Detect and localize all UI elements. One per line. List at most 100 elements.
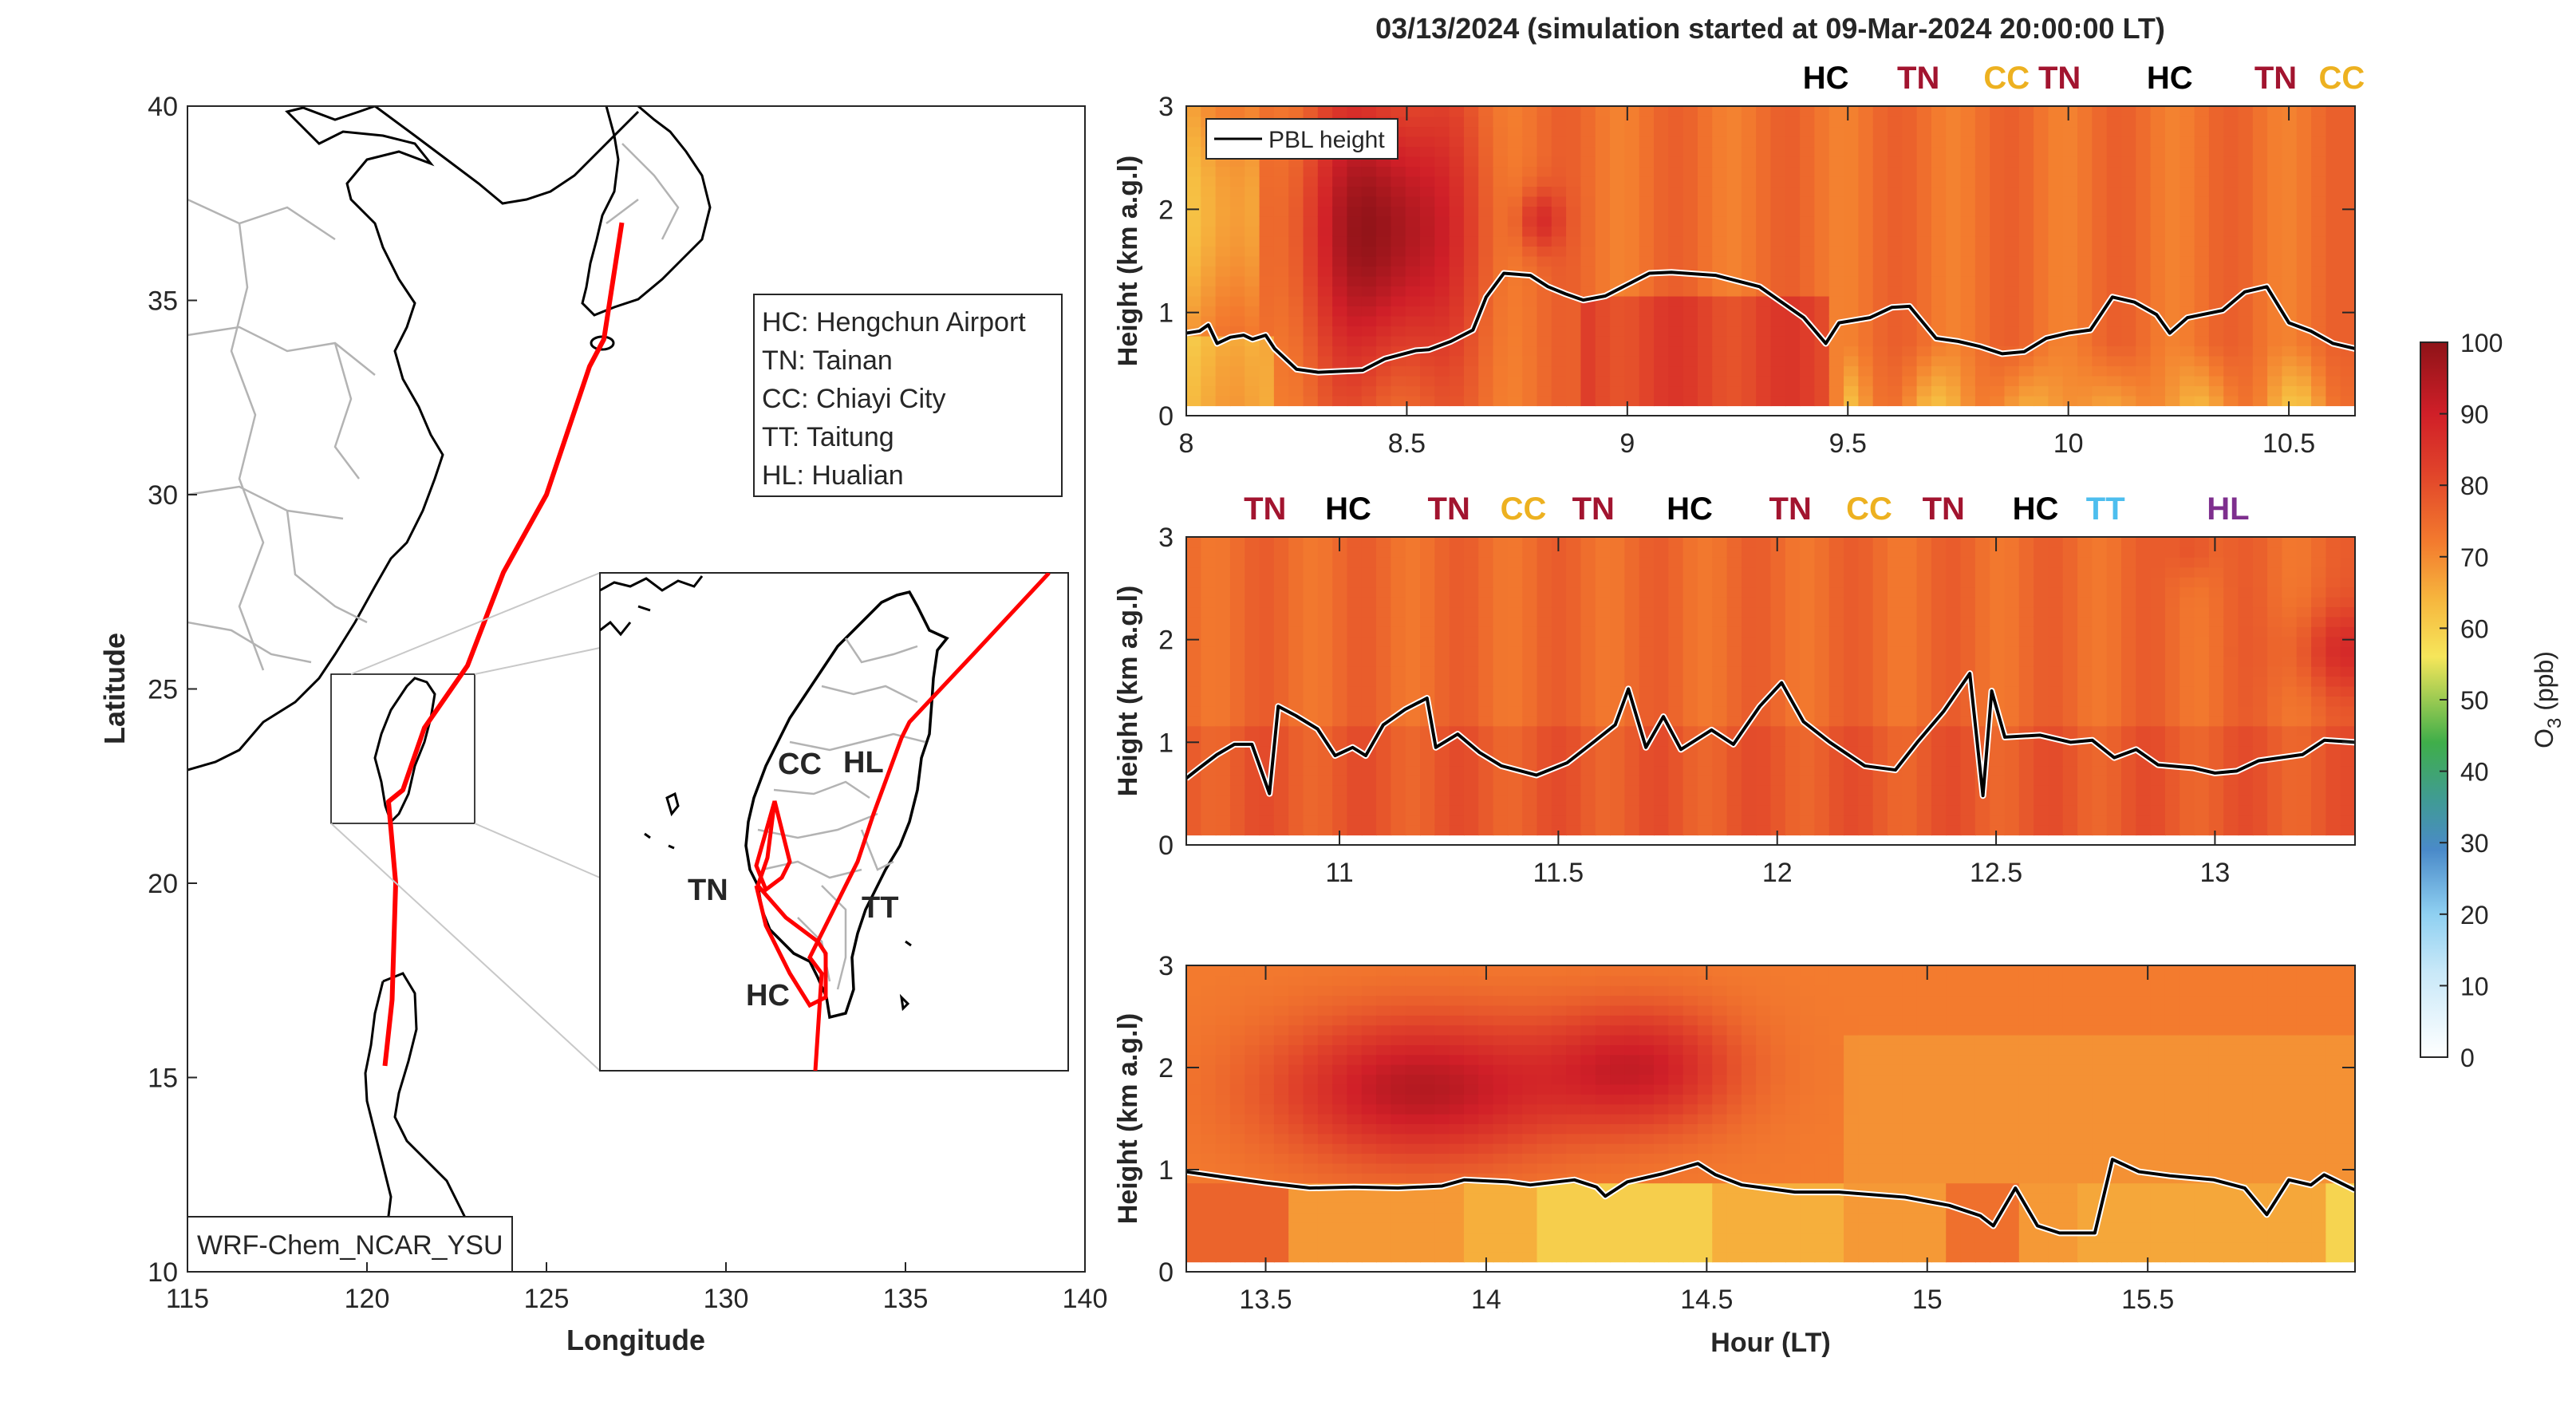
ozone-cell: [1697, 306, 1714, 317]
x-tick-label: 10.5: [2262, 428, 2315, 459]
ozone-cell: [2238, 395, 2254, 407]
ozone-cell: [1507, 775, 1524, 786]
ozone-cell: [1434, 206, 1450, 217]
ozone-cell: [1259, 226, 1275, 237]
ozone-cell: [1478, 556, 1494, 568]
ozone-cell: [1726, 136, 1742, 148]
ozone-cell: [2048, 365, 2064, 377]
ozone-cell: [1712, 166, 1728, 177]
ozone-cell: [1990, 116, 2006, 128]
ozone-cell: [1974, 586, 1991, 598]
ozone-cell: [1814, 665, 1830, 677]
ozone-cell: [1303, 815, 1319, 826]
ozone-cell: [1566, 775, 1582, 786]
ozone-cell: [1493, 645, 1509, 657]
ozone-cell: [1566, 385, 1582, 397]
ozone-cell: [1770, 626, 1786, 637]
ozone-cell: [1420, 255, 1436, 267]
ozone-cell: [2208, 586, 2225, 598]
ozone-cell: [1463, 335, 1480, 347]
ozone-cell: [1347, 235, 1363, 247]
ozone-cell: [1288, 186, 1304, 197]
ozone-cell: [1537, 537, 1552, 548]
ozone-cell: [1960, 275, 1976, 287]
ozone-cell: [1902, 275, 1918, 287]
ozone-cell: [2034, 355, 2049, 367]
ozone-cell: [1828, 547, 1845, 558]
ozone-cell: [1902, 795, 1918, 806]
ozone-cell: [2340, 725, 2355, 736]
ozone-cell: [2164, 106, 2181, 117]
ozone-cell: [1245, 266, 1260, 277]
ozone-cell: [2136, 596, 2152, 608]
ozone-cell: [2282, 176, 2298, 187]
ozone-cell: [1872, 126, 1888, 137]
panel-frame: [1185, 536, 2356, 846]
ozone-cell: [1478, 326, 1494, 337]
ozone-cell: [1551, 136, 1568, 148]
ozone-cell: [1814, 126, 1830, 137]
ozone-cell: [1361, 824, 1378, 836]
ozone-cell: [1726, 106, 1742, 117]
ozone-cell: [2121, 645, 2137, 657]
ozone-cell: [2208, 126, 2225, 137]
ozone-cell: [1434, 195, 1450, 207]
ozone-cell: [1974, 326, 1991, 337]
zoom-box: [330, 673, 475, 824]
ozone-cell: [2164, 166, 2181, 177]
ozone-cell: [1697, 246, 1714, 257]
ozone-cell: [1186, 636, 1202, 647]
ozone-cell: [1872, 676, 1888, 687]
ozone-cell: [1361, 326, 1378, 337]
ozone-cell: [1493, 286, 1509, 297]
ozone-cell: [1756, 606, 1772, 618]
ozone-cell: [2164, 715, 2181, 727]
ozone-cell: [1946, 815, 1962, 826]
ozone-cell: [1566, 255, 1582, 267]
ozone-cell: [1507, 665, 1524, 677]
ozone-cell: [1186, 1074, 1202, 1085]
ozone-cell: [1800, 626, 1816, 637]
ozone-cell: [1974, 547, 1991, 558]
ozone-cell: [1668, 156, 1684, 168]
ozone-cell: [1814, 606, 1830, 618]
ozone-cell: [2150, 226, 2166, 237]
ozone-cell: [1186, 1064, 1202, 1076]
ozone-cell: [1537, 596, 1552, 608]
ozone-cell: [1770, 665, 1786, 677]
map-y-tick-label: 15: [148, 1064, 178, 1094]
ozone-cell: [2194, 146, 2210, 157]
ozone-cell: [2296, 186, 2313, 197]
ozone-cell: [1478, 566, 1494, 578]
ozone-cell: [1537, 345, 1552, 357]
ozone-cell: [1741, 146, 1757, 157]
ozone-cell: [1566, 335, 1582, 347]
ozone-cell: [2092, 295, 2108, 307]
ozone-cell: [1332, 275, 1348, 287]
ozone-cell: [2282, 616, 2298, 627]
ozone-cell: [1931, 676, 1947, 687]
ozone-cell: [2062, 547, 2079, 558]
ozone-cell: [2311, 116, 2327, 128]
ozone-cell: [1215, 375, 1231, 387]
ozone-cell: [1215, 606, 1231, 618]
ozone-cell: [1931, 815, 1947, 826]
ozone-cell: [1347, 286, 1363, 297]
ozone-cell: [2223, 246, 2239, 257]
ozone-cell: [2267, 586, 2283, 598]
ozone-cell: [1478, 136, 1494, 148]
ozone-cell: [1507, 235, 1524, 247]
ozone-cell: [1332, 636, 1348, 647]
ozone-cell: [1201, 596, 1217, 608]
ozone-cell: [2034, 106, 2049, 117]
ozone-cell: [2180, 547, 2195, 558]
ozone-cell: [2077, 755, 2093, 767]
ozone-cell: [1916, 176, 1932, 187]
ozone-cell: [1405, 136, 1421, 148]
ozone-cell: [1712, 385, 1728, 397]
map-geography: [187, 106, 712, 1272]
ozone-cell: [2326, 626, 2341, 637]
ozone-cell: [1391, 804, 1406, 816]
ozone-cell: [1624, 815, 1640, 826]
